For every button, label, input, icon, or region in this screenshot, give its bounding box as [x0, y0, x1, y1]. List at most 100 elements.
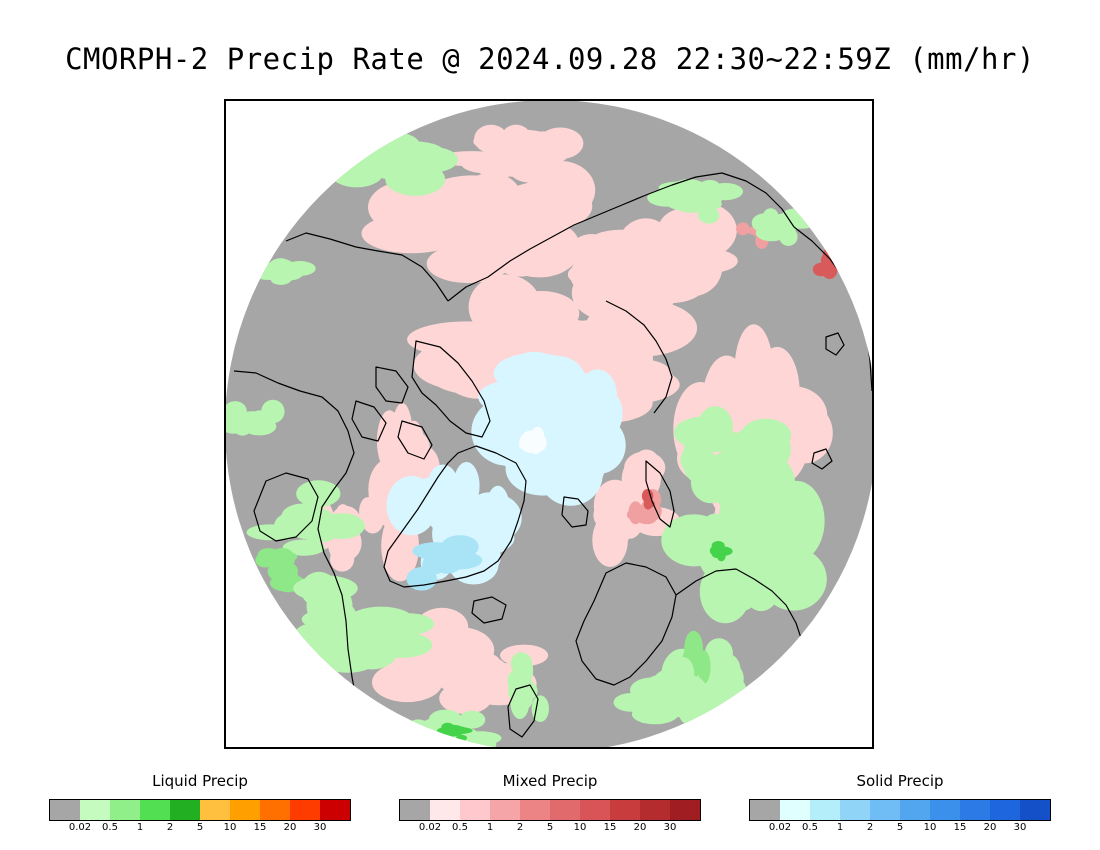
lake-outline [825, 332, 845, 356]
color-swatch [870, 800, 900, 820]
legend-solid: Solid Precip 0.02 0.5 1 2 5 10 15 20 30 [749, 770, 1051, 840]
tick-label: 0.5 [802, 822, 818, 833]
alaska-coastline [285, 232, 449, 302]
legend-title: Mixed Precip [502, 772, 598, 790]
color-swatch [990, 800, 1020, 820]
tick-label: 30 [1013, 822, 1027, 833]
precip-patch [523, 369, 602, 410]
color-swatch [900, 800, 930, 820]
color-swatch [460, 800, 490, 820]
tick-label: 2 [516, 822, 524, 833]
color-swatch [260, 800, 290, 820]
color-swatch [840, 800, 870, 820]
coastline-layer [233, 172, 872, 747]
color-swatch [80, 800, 110, 820]
precip-patch [780, 213, 805, 229]
precip-patch [291, 508, 316, 534]
tick-labels: 0.02 0.5 1 2 5 10 15 20 30 [50, 822, 350, 836]
precip-patch [663, 252, 709, 292]
taymyr-coastline [605, 300, 673, 414]
scandinavia-coastline [575, 562, 677, 686]
precip-patch [455, 539, 478, 553]
tick-label: 0.5 [102, 822, 118, 833]
tick-label: 1 [836, 822, 844, 833]
precip-patch [282, 539, 325, 556]
color-swatch [930, 800, 960, 820]
color-bar [399, 799, 701, 821]
precip-patch [330, 546, 355, 572]
legend-title: Solid Precip [856, 772, 944, 790]
color-swatch [490, 800, 520, 820]
precip-patch [255, 552, 275, 568]
color-swatch [580, 800, 610, 820]
precip-patch [460, 225, 514, 275]
precip-patch [680, 445, 716, 475]
precip-patch [704, 659, 744, 698]
precip-patch [407, 719, 429, 734]
tick-label: 1 [136, 822, 144, 833]
precip-patch [251, 262, 287, 280]
tick-label: 10 [923, 822, 937, 833]
tick-label: 20 [283, 822, 297, 833]
precip-patch [359, 497, 377, 527]
tick-label: 2 [866, 822, 874, 833]
precip-patch [531, 695, 549, 722]
precip-patch [284, 261, 316, 276]
legend-title: Liquid Precip [152, 772, 248, 790]
color-swatch [550, 800, 580, 820]
polar-precip-map [226, 101, 872, 747]
precip-patch [300, 571, 338, 608]
color-bar [49, 799, 351, 821]
precip-patch [439, 682, 492, 715]
tick-labels: 0.02 0.5 1 2 5 10 15 20 30 [400, 822, 700, 836]
tick-label: 0.02 [418, 822, 442, 833]
color-swatch [320, 800, 350, 820]
lake-outline [811, 448, 833, 470]
color-swatch [1020, 800, 1050, 820]
precip-patch [533, 434, 547, 452]
tick-label: 0.02 [768, 822, 792, 833]
precip-patch [573, 416, 626, 474]
precip-patch [690, 429, 745, 452]
precip-patch [269, 551, 298, 563]
greenland-coastline [383, 445, 527, 588]
canadian-archipelago-coastline [351, 340, 491, 460]
tick-label: 2 [166, 822, 174, 833]
color-swatch [610, 800, 640, 820]
precip-patch [669, 189, 716, 213]
precip-patch [644, 495, 652, 503]
hudson-bay-coastline [253, 472, 319, 542]
color-swatch [400, 800, 430, 820]
precip-patch [534, 133, 571, 164]
precip-patch [226, 401, 247, 423]
tick-label: 30 [313, 822, 327, 833]
tick-label: 5 [896, 822, 904, 833]
tick-label: 5 [196, 822, 204, 833]
precip-patch [812, 262, 830, 277]
precip-patch [391, 402, 413, 468]
precip-patch [711, 550, 721, 558]
precip-patch [296, 480, 341, 508]
color-swatch [640, 800, 670, 820]
precip-patch [569, 234, 615, 272]
british-isles-coastline [507, 684, 539, 738]
tick-label: 20 [983, 822, 997, 833]
precip-patch [242, 417, 277, 436]
color-swatch [110, 800, 140, 820]
precip-patch [611, 359, 673, 392]
color-swatch [230, 800, 260, 820]
color-swatch [810, 800, 840, 820]
tick-label: 15 [253, 822, 267, 833]
tick-label: 10 [573, 822, 587, 833]
precip-patch [763, 208, 779, 224]
precip-patch [736, 222, 750, 236]
legend-liquid: Liquid Precip 0.02 0.5 1 2 5 10 15 20 30 [49, 770, 351, 840]
tick-label: 0.02 [68, 822, 92, 833]
color-swatch [170, 800, 200, 820]
color-swatch [430, 800, 460, 820]
precip-patch [684, 630, 703, 667]
tick-label: 30 [663, 822, 677, 833]
tick-label: 5 [546, 822, 554, 833]
precip-patch [399, 154, 435, 182]
precip-patch [329, 612, 400, 656]
